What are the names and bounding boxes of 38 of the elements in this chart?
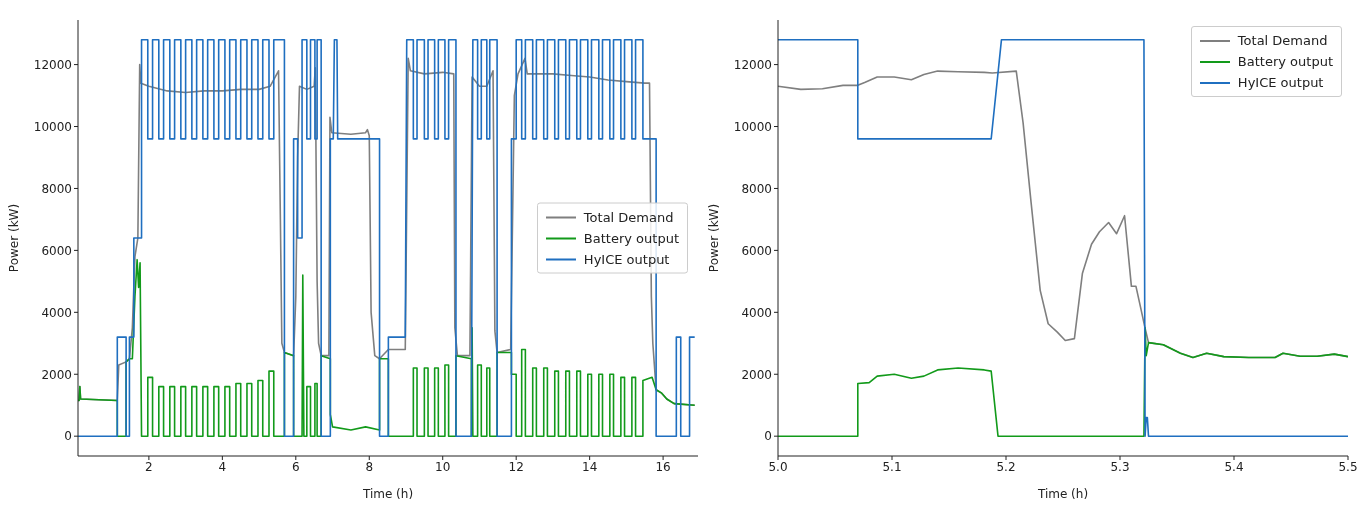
y-tick-label: 4000 [741, 305, 772, 320]
y-tick-label: 8000 [41, 181, 72, 196]
legend-label: Battery output [583, 230, 679, 246]
legend-label: Total Demand [1237, 33, 1328, 48]
y-tick-label: 2000 [41, 367, 72, 382]
y-tick-label: 4000 [41, 305, 72, 320]
x-tick-label: 8 [365, 459, 374, 474]
x-tick-label: 5.5 [1338, 459, 1358, 474]
y-tick-label: 12000 [733, 57, 772, 72]
legend-label: HyICE output [583, 251, 670, 267]
y-tick-label: 0 [764, 429, 772, 444]
y-axis-title: Power (kW) [707, 203, 722, 273]
x-axis-title: Time (h) [361, 487, 414, 501]
x-tick-label: 4 [218, 459, 227, 474]
x-tick-label: 5.4 [1224, 459, 1244, 474]
legend-label: Battery output [1237, 54, 1333, 69]
x-tick-label: 2 [145, 459, 153, 474]
y-tick-label: 6000 [741, 243, 772, 258]
legend-label: HyICE output [1237, 75, 1324, 90]
legend-label: Total Demand [583, 209, 674, 225]
y-tick-label: 12000 [33, 57, 72, 72]
x-tick-label: 10 [435, 459, 451, 474]
y-axis-title: Power (kW) [7, 203, 22, 273]
x-tick-label: 5.1 [882, 459, 902, 474]
x-tick-label: 6 [291, 459, 300, 474]
y-tick-label: 8000 [741, 181, 772, 196]
x-tick-label: 5.0 [768, 459, 788, 474]
y-tick-label: 0 [64, 429, 72, 444]
x-tick-label: 16 [655, 459, 671, 474]
y-tick-label: 10000 [733, 119, 772, 134]
y-tick-label: 2000 [741, 367, 772, 382]
x-tick-label: 14 [582, 459, 598, 474]
x-tick-label: 5.2 [996, 459, 1016, 474]
y-tick-label: 6000 [41, 243, 72, 258]
x-tick-label: 12 [508, 459, 524, 474]
x-axis-title: Time (h) [1036, 487, 1089, 501]
x-tick-label: 5.3 [1110, 459, 1130, 474]
y-tick-label: 10000 [33, 119, 72, 134]
